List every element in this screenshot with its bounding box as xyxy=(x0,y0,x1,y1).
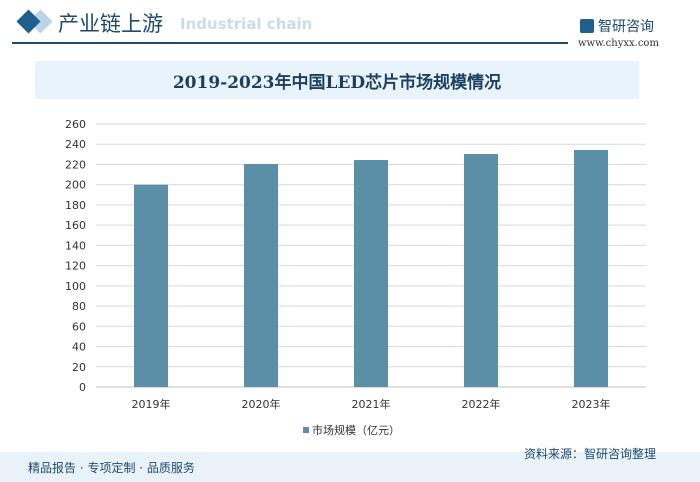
y-tick-label: 120 xyxy=(65,260,86,273)
y-tick-label: 140 xyxy=(65,239,86,252)
y-tick-label: 80 xyxy=(72,300,86,313)
y-tick-label: 220 xyxy=(65,158,86,171)
header-title: 产业链上游 xyxy=(58,12,163,36)
footer-tagline: 精品报告 · 专项定制 · 品质服务 xyxy=(28,461,195,475)
y-tick-label: 240 xyxy=(65,138,86,151)
chart-title-box: 2019-2023年中国LED芯片市场规模情况 xyxy=(35,61,639,99)
bar xyxy=(354,160,388,387)
y-tick-label: 0 xyxy=(79,381,86,394)
y-tick-label: 260 xyxy=(65,118,86,131)
x-tick-label: 2020年 xyxy=(242,397,281,411)
legend-label: 市场规模（亿元） xyxy=(312,423,400,437)
legend-swatch xyxy=(303,427,309,433)
bar xyxy=(574,149,608,387)
site-url: www.chyxx.com xyxy=(578,38,659,49)
bar xyxy=(244,163,278,387)
chart-title: 2019-2023年中国LED芯片市场规模情况 xyxy=(172,72,502,93)
logo-text: 智研咨询 xyxy=(598,19,654,35)
bar xyxy=(134,184,168,387)
x-tick-label: 2022年 xyxy=(462,397,501,411)
y-tick-label: 60 xyxy=(72,320,86,333)
bar-chart: 0 20 40 60 80 100 120 140 160 180 200 220 240 260 2019… xyxy=(65,118,646,437)
y-tick-label: 200 xyxy=(65,179,86,192)
y-tick-label: 180 xyxy=(65,199,86,212)
logo: 智研咨询 xyxy=(580,16,654,36)
x-tick-label: 2021年 xyxy=(352,397,391,411)
logo-icon xyxy=(580,19,594,33)
footer-source: 资料来源：智研咨询整理 xyxy=(524,447,657,461)
y-tick-label: 100 xyxy=(65,280,86,293)
header-divider xyxy=(12,42,568,44)
footer-bar xyxy=(0,452,700,482)
bar xyxy=(464,154,498,387)
header-subtitle: Industrial chain xyxy=(180,15,313,33)
x-tick-label: 2019年 xyxy=(132,397,171,411)
y-tick-label: 20 xyxy=(72,361,86,374)
x-tick-label: 2023年 xyxy=(572,397,611,411)
y-tick-label: 160 xyxy=(65,219,86,232)
y-tick-label: 40 xyxy=(72,341,86,354)
